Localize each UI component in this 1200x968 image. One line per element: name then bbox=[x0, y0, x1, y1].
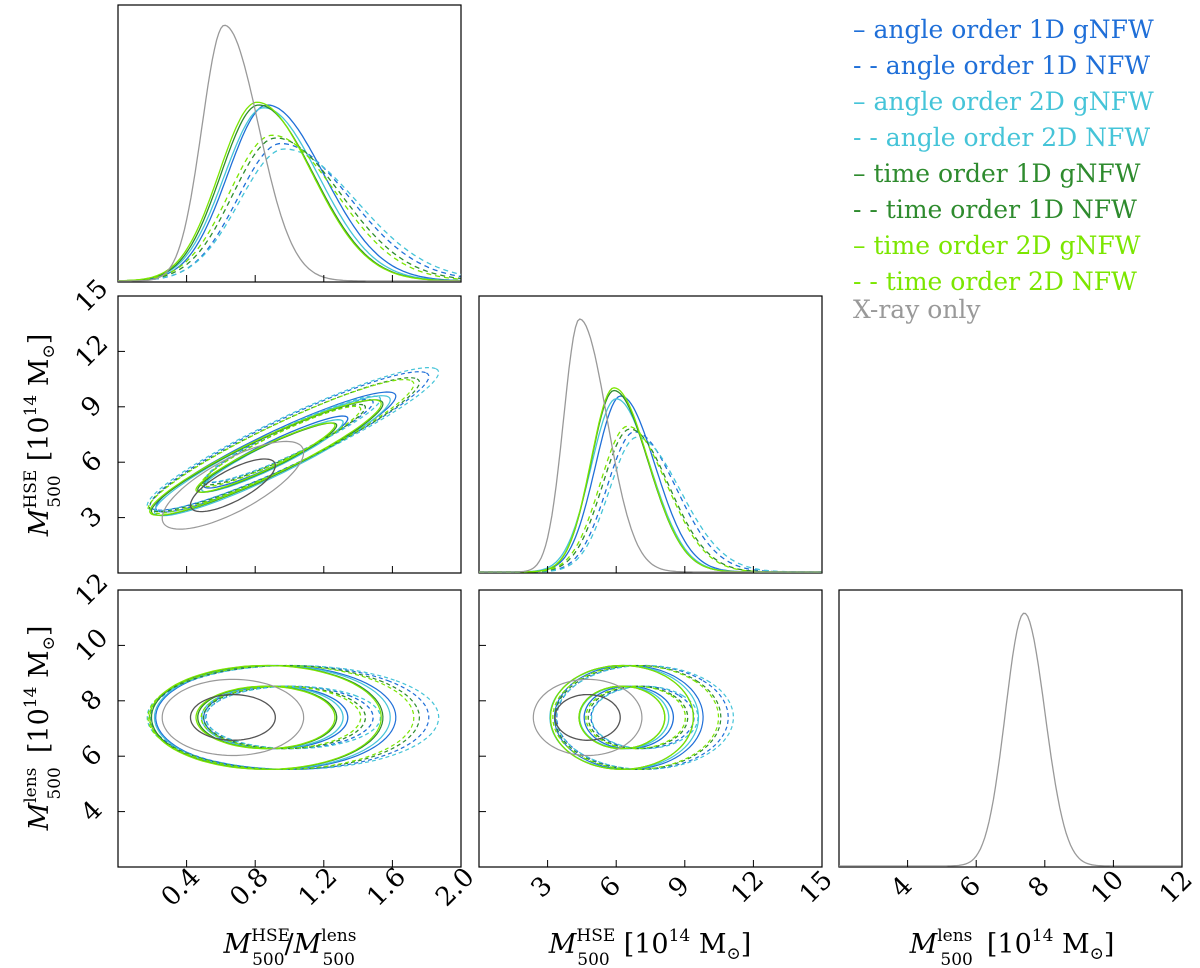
curves-layer bbox=[117, 24, 1182, 867]
x-axis-ratio-tick-label-1: 0.8 bbox=[224, 862, 274, 912]
series-1-lens-hse-contour-outer bbox=[553, 664, 704, 770]
y-axis-hse-tick-label-2: 9 bbox=[76, 390, 109, 423]
series-3-lens-hse-contour-inner bbox=[578, 685, 670, 750]
series-7-lens-ratio-contour-inner bbox=[195, 685, 336, 750]
series-2-lens-ratio-contour-outer bbox=[149, 664, 430, 770]
legend-item-4: - - angle order 2D NFW bbox=[853, 123, 1150, 152]
x-axis-lens-tick-label-1: 6 bbox=[954, 871, 987, 904]
x-axis-ratio-tick-label-4: 2.0 bbox=[430, 862, 480, 912]
x-axis-lens-tick-label-4: 12 bbox=[1154, 865, 1199, 910]
legend-item-7: – time order 2D gNFW bbox=[853, 231, 1141, 260]
series-4-ratio-marginal bbox=[118, 148, 462, 282]
panel-hse-marginal bbox=[478, 295, 823, 574]
series-6-hse-ratio-contour-outer bbox=[148, 377, 421, 513]
series-8-ratio-marginal bbox=[117, 134, 462, 282]
y-axis-label-lens: Mlens 500[1014 M⊙] bbox=[21, 626, 65, 832]
y-axis-hse-tick-label-1: 6 bbox=[76, 446, 109, 479]
series-1-hse-marginal bbox=[479, 395, 822, 573]
y-axis-hse-tick-label-0: 3 bbox=[76, 501, 109, 534]
series-8-hse-ratio-contour-outer bbox=[147, 379, 415, 514]
x-axis-label-ratio: MHSE 500/Mlens 500 bbox=[223, 926, 357, 968]
series-9-hse-ratio-contour-inner bbox=[189, 458, 276, 513]
series-3-hse-ratio-contour-outer bbox=[153, 395, 391, 517]
x-axis-lens-tick-label-2: 8 bbox=[1023, 871, 1056, 904]
y-axis-hse-tick-label-3: 12 bbox=[70, 329, 115, 374]
y-axis-label-hse: MHSE 500[1014 M⊙] bbox=[21, 334, 65, 538]
x-axis-lens-tick-label-3: 10 bbox=[1085, 865, 1130, 910]
x-axis-ratio-tick-label-2: 1.2 bbox=[293, 862, 343, 912]
legend: – angle order 1D gNFW - - angle order 1D… bbox=[853, 15, 1154, 324]
legend-item-9: X-ray only bbox=[853, 295, 981, 324]
series-4-hse-ratio-contour-outer bbox=[146, 367, 440, 512]
y-axis-hse-tick-label-4: 15 bbox=[70, 274, 115, 319]
series-4-lens-ratio-contour-inner bbox=[204, 685, 382, 750]
y-axis-lens-tick-label-1: 6 bbox=[76, 740, 109, 773]
series-6-lens-hse-contour-inner bbox=[587, 685, 689, 750]
series-6-lens-ratio-contour-inner bbox=[202, 685, 367, 750]
series-6-hse-ratio-contour-inner bbox=[202, 403, 367, 486]
lens-marginal-curve bbox=[839, 612, 1182, 867]
series-9-hse-marginal bbox=[479, 318, 822, 573]
series-4-hse-marginal bbox=[479, 436, 822, 573]
series-9-hse-ratio-contour-outer bbox=[161, 440, 305, 530]
legend-item-2: - - angle order 1D NFW bbox=[853, 51, 1150, 80]
x-axis-hse-tick-label-0: 3 bbox=[525, 871, 558, 904]
series-1-ratio-marginal bbox=[117, 104, 462, 282]
y-axis-lens-tick-label-0: 4 bbox=[76, 795, 109, 828]
legend-item-3: – angle order 2D gNFW bbox=[853, 87, 1154, 116]
x-axis-hse-tick-label-4: 15 bbox=[794, 865, 839, 910]
series-1-hse-ratio-contour-inner bbox=[203, 415, 349, 489]
x-axis-hse-tick-label-1: 6 bbox=[594, 871, 627, 904]
x-axis-lens-tick-label-0: 4 bbox=[885, 871, 918, 904]
series-8-lens-hse-contour-outer bbox=[552, 664, 720, 770]
series-9-ratio-marginal bbox=[118, 24, 461, 282]
series-8-hse-ratio-contour-inner bbox=[200, 405, 362, 488]
legend-item-6: - - time order 1D NFW bbox=[853, 195, 1137, 224]
y-axis-lens-tick-label-4: 12 bbox=[70, 568, 115, 613]
series-5-hse-ratio-contour-outer bbox=[150, 399, 384, 516]
x-axis-ratio-tick-label-0: 0.4 bbox=[156, 862, 206, 912]
series-5-hse-marginal bbox=[479, 389, 822, 573]
series-1-hse-ratio-contour-outer bbox=[155, 391, 397, 513]
x-axis-hse-tick-label-3: 12 bbox=[725, 865, 770, 910]
legend-item-8: - - time order 2D NFW bbox=[853, 267, 1137, 296]
series-6-ratio-marginal bbox=[118, 137, 462, 282]
y-axis-lens-tick-label-2: 8 bbox=[76, 684, 109, 717]
series-9-lens-hse-contour-outer bbox=[532, 678, 643, 757]
series-7-ratio-marginal bbox=[117, 101, 461, 282]
panel-lens-marginal bbox=[838, 589, 1183, 868]
legend-item-1: – angle order 1D gNFW bbox=[853, 15, 1154, 44]
series-4-lens-hse-contour-inner bbox=[590, 685, 699, 750]
panel-lens-vs-ratio bbox=[117, 589, 462, 868]
series-7-hse-marginal bbox=[479, 387, 822, 573]
panel-lens-vs-hse bbox=[478, 589, 823, 868]
x-axis-ratio-tick-label-3: 1.6 bbox=[362, 862, 412, 912]
series-4-hse-ratio-contour-inner bbox=[204, 395, 382, 483]
series-9-lens-hse-contour-inner bbox=[554, 693, 621, 741]
x-axis-label-hse: MHSE 500 [1014 M⊙] bbox=[548, 926, 752, 968]
ticks-layer: 0.4 0.8 1.2 1.6 2.0 3 6 9 12 15 4 6 8 10 1236912154681… bbox=[70, 274, 1199, 913]
series-9-lens-ratio-contour-outer bbox=[161, 678, 305, 757]
y-axis-lens-tick-label-3: 10 bbox=[70, 623, 115, 668]
series-4-lens-hse-contour-outer bbox=[555, 664, 735, 770]
legend-item-5: – time order 1D gNFW bbox=[853, 159, 1141, 188]
series-8-lens-hse-contour-inner bbox=[585, 685, 687, 750]
series-3-hse-marginal bbox=[479, 398, 822, 573]
series-6-lens-hse-contour-outer bbox=[554, 664, 722, 770]
series-2-ratio-marginal bbox=[118, 142, 462, 282]
series-7-lens-ratio-contour-outer bbox=[149, 664, 382, 770]
x-axis-hse-tick-label-2: 9 bbox=[663, 871, 696, 904]
panel-hse-vs-ratio bbox=[117, 295, 462, 574]
series-8-hse-marginal bbox=[479, 425, 822, 573]
series-7-hse-ratio-contour-outer bbox=[149, 399, 382, 516]
series-9-lens-ratio-contour-inner bbox=[189, 693, 276, 741]
series-6-lens-ratio-contour-outer bbox=[148, 664, 421, 770]
series-8-lens-ratio-contour-outer bbox=[147, 664, 415, 770]
series-3-ratio-marginal bbox=[118, 107, 461, 282]
x-axis-label-lens: Mlens 500 [1014 M⊙] bbox=[909, 926, 1115, 968]
panel-ratio-marginal bbox=[117, 4, 462, 283]
